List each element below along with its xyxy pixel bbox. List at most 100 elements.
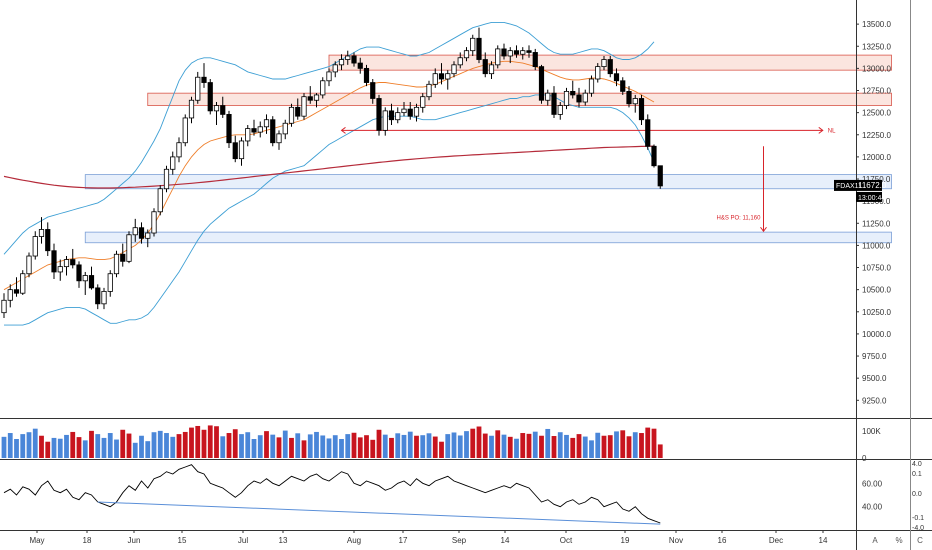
candle[interactable] [607, 59, 613, 75]
axis-settings-button[interactable]: C [917, 536, 923, 545]
price-pane[interactable]: NL H&S PO: 11,160 [1, 21, 892, 326]
candle[interactable] [320, 80, 326, 96]
candle[interactable] [476, 37, 482, 60]
volume-bar[interactable] [395, 433, 401, 458]
candle[interactable] [95, 287, 101, 305]
candle[interactable] [482, 59, 488, 75]
volume-bar[interactable] [376, 429, 382, 458]
candle[interactable] [520, 50, 526, 55]
volume-bar[interactable] [157, 430, 163, 458]
volume-bar[interactable] [501, 434, 507, 458]
volume-bar[interactable] [432, 436, 438, 458]
candle[interactable] [601, 59, 607, 68]
volume-bar[interactable] [176, 434, 182, 458]
candle[interactable] [538, 66, 545, 101]
candle[interactable] [7, 289, 13, 301]
candle[interactable] [532, 52, 538, 68]
volume-bar[interactable] [220, 436, 226, 458]
volume-bar[interactable] [507, 436, 513, 458]
volume-bar[interactable] [607, 435, 613, 458]
volume-bar[interactable] [26, 432, 32, 458]
candle[interactable] [201, 76, 207, 83]
volume-bar[interactable] [614, 431, 619, 458]
volume-bar[interactable] [576, 434, 582, 458]
candle[interactable] [70, 259, 76, 266]
volume-bar[interactable] [364, 435, 369, 458]
candle[interactable] [470, 37, 476, 52]
candle[interactable] [301, 96, 307, 117]
volume-bar[interactable] [214, 426, 219, 458]
candle[interactable] [551, 92, 557, 115]
volume-bar[interactable] [182, 431, 188, 458]
candle[interactable] [332, 64, 338, 73]
volume-bar[interactable] [120, 429, 126, 458]
candle[interactable] [401, 108, 407, 114]
volume-bar[interactable] [32, 428, 38, 458]
candle[interactable] [557, 105, 563, 115]
volume-bar[interactable] [95, 434, 101, 458]
candle[interactable] [438, 73, 445, 80]
candle[interactable] [526, 50, 532, 53]
volume-bar[interactable] [332, 435, 338, 458]
volume-bar[interactable] [132, 442, 138, 458]
volume-bar[interactable] [370, 439, 376, 458]
volume-bar[interactable] [170, 436, 176, 458]
candle[interactable] [357, 62, 363, 69]
candle[interactable] [63, 259, 70, 268]
volume-bar[interactable] [382, 434, 388, 458]
volume-bar[interactable] [226, 433, 232, 458]
volume-bar[interactable] [7, 433, 13, 458]
volume-bar[interactable] [539, 435, 544, 458]
volume-bar[interactable] [589, 440, 594, 458]
candle[interactable] [307, 96, 313, 101]
volume-bar[interactable] [639, 433, 644, 458]
candle[interactable] [232, 142, 238, 160]
candle[interactable] [351, 55, 357, 64]
volume-bar[interactable] [601, 435, 607, 458]
volume-bar[interactable] [76, 437, 82, 458]
volume-bar[interactable] [276, 437, 282, 458]
volume-bar[interactable] [307, 434, 313, 458]
volume-bar[interactable] [514, 438, 519, 458]
volume-bar[interactable] [264, 431, 269, 458]
candle[interactable] [32, 236, 38, 257]
candle[interactable] [626, 90, 632, 105]
volume-bar[interactable] [70, 431, 76, 458]
candle[interactable] [138, 227, 145, 239]
candle[interactable] [157, 188, 163, 213]
volume-bar[interactable] [295, 433, 301, 458]
candle[interactable] [501, 48, 507, 57]
candle[interactable] [313, 94, 320, 101]
volume-bar[interactable] [357, 437, 363, 458]
volume-bar[interactable] [64, 434, 69, 458]
candle[interactable] [432, 73, 438, 85]
volume-bar[interactable] [145, 441, 151, 458]
candle[interactable] [507, 50, 513, 57]
volume-bar[interactable] [532, 431, 538, 458]
volume-bar[interactable] [439, 441, 444, 458]
candle[interactable] [57, 266, 63, 273]
volume-bar[interactable] [414, 435, 419, 458]
candle[interactable] [226, 114, 232, 144]
volume-bar[interactable] [339, 439, 344, 458]
volume-bar[interactable] [232, 429, 238, 458]
candle[interactable] [82, 275, 88, 282]
candle[interactable] [182, 117, 188, 144]
candle[interactable] [176, 142, 182, 158]
volume-bar[interactable] [632, 432, 638, 458]
volume-bar[interactable] [257, 435, 263, 458]
volume-bar[interactable] [495, 430, 501, 458]
candle[interactable] [638, 98, 645, 121]
volume-bar[interactable] [14, 439, 19, 458]
volume-bar[interactable] [389, 437, 394, 458]
candle[interactable] [170, 156, 176, 170]
candle[interactable] [420, 96, 426, 108]
volume-bar[interactable] [657, 444, 663, 458]
volume-bar[interactable] [626, 436, 632, 458]
candle[interactable] [51, 250, 57, 273]
candle[interactable] [45, 229, 51, 252]
candle[interactable] [388, 110, 395, 121]
candle[interactable] [120, 253, 126, 262]
candle[interactable] [376, 98, 382, 131]
